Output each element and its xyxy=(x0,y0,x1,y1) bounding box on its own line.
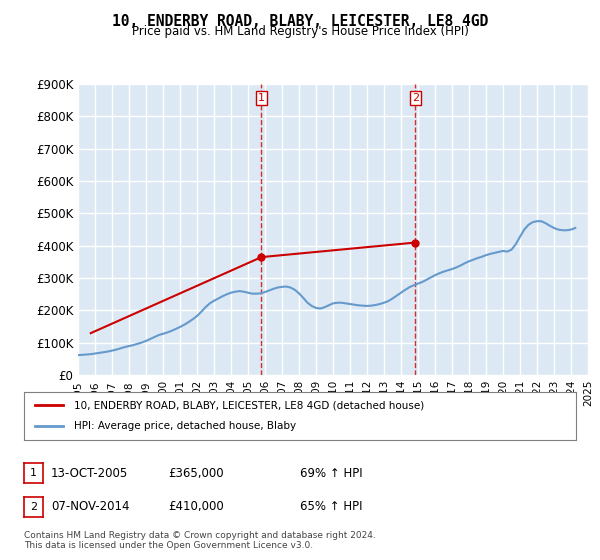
Text: 1: 1 xyxy=(258,93,265,102)
Text: 13-OCT-2005: 13-OCT-2005 xyxy=(51,466,128,480)
Text: 10, ENDERBY ROAD, BLABY, LEICESTER, LE8 4GD (detached house): 10, ENDERBY ROAD, BLABY, LEICESTER, LE8 … xyxy=(74,400,424,410)
Text: £410,000: £410,000 xyxy=(168,500,224,514)
Text: 69% ↑ HPI: 69% ↑ HPI xyxy=(300,466,362,480)
Text: HPI: Average price, detached house, Blaby: HPI: Average price, detached house, Blab… xyxy=(74,421,296,431)
Text: Contains HM Land Registry data © Crown copyright and database right 2024.
This d: Contains HM Land Registry data © Crown c… xyxy=(24,530,376,550)
Text: Price paid vs. HM Land Registry's House Price Index (HPI): Price paid vs. HM Land Registry's House … xyxy=(131,25,469,38)
Text: 10, ENDERBY ROAD, BLABY, LEICESTER, LE8 4GD: 10, ENDERBY ROAD, BLABY, LEICESTER, LE8 … xyxy=(112,14,488,29)
Text: 07-NOV-2014: 07-NOV-2014 xyxy=(51,500,130,514)
Text: 2: 2 xyxy=(30,502,37,512)
Text: 1: 1 xyxy=(30,468,37,478)
Text: £365,000: £365,000 xyxy=(168,466,224,480)
Text: 65% ↑ HPI: 65% ↑ HPI xyxy=(300,500,362,514)
Text: 2: 2 xyxy=(412,93,419,102)
